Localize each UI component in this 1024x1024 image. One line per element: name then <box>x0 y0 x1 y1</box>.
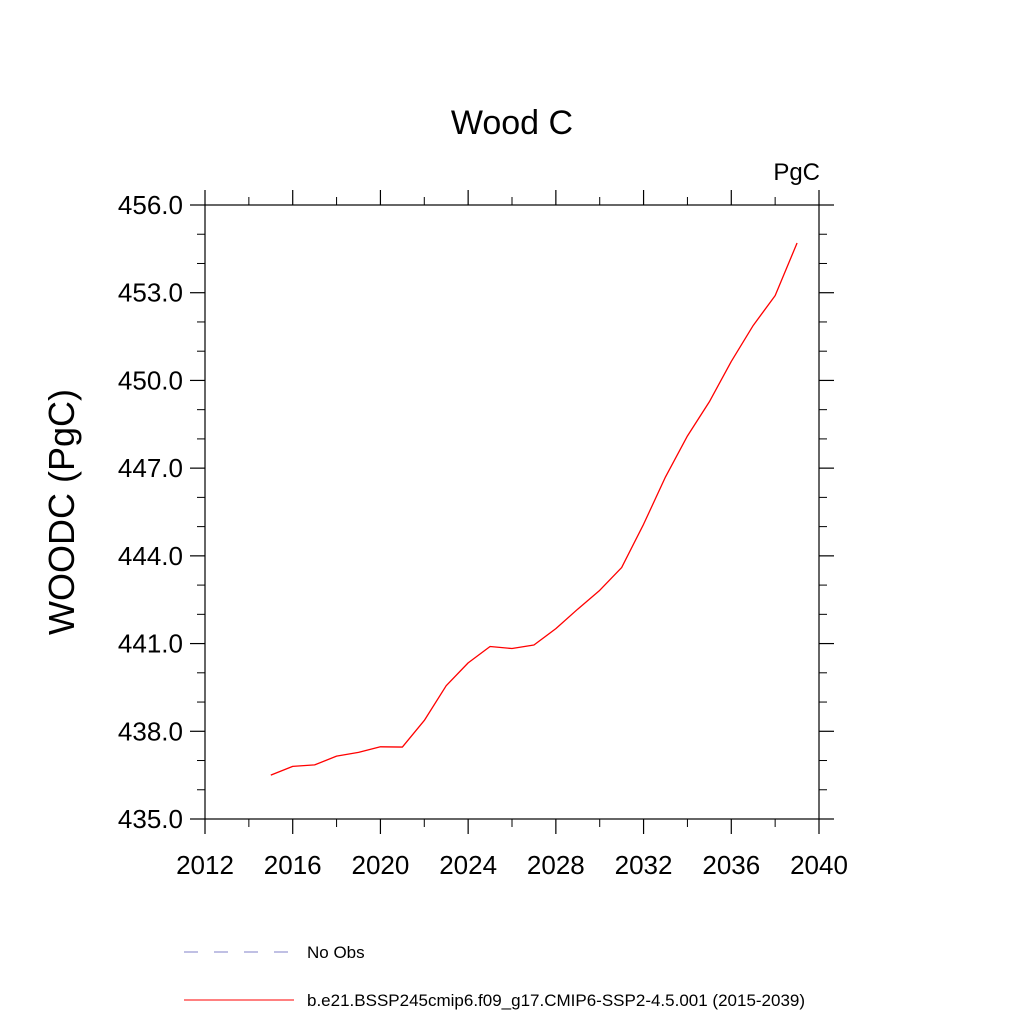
x-tick-label: 2016 <box>264 850 322 880</box>
x-tick-label: 2012 <box>176 850 234 880</box>
y-tick-label: 435.0 <box>118 804 183 834</box>
y-tick-label: 450.0 <box>118 365 183 395</box>
y-tick-label: 438.0 <box>118 716 183 746</box>
x-tick-label: 2028 <box>527 850 585 880</box>
units-label: PgC <box>773 159 820 186</box>
y-axis-label: WOODC (PgC) <box>41 389 82 635</box>
x-tick-label: 2024 <box>439 850 497 880</box>
x-tick-label: 2032 <box>615 850 673 880</box>
y-tick-label: 447.0 <box>118 453 183 483</box>
y-tick-label: 453.0 <box>118 278 183 308</box>
series-line <box>270 242 798 776</box>
y-tick-label: 441.0 <box>118 629 183 659</box>
chart-title: Wood C <box>451 104 573 142</box>
y-tick-label: 456.0 <box>118 190 183 220</box>
legend-label: No Obs <box>307 943 365 962</box>
legend-label: b.e21.BSSP245cmip6.f09_g17.CMIP6-SSP2-4.… <box>307 991 805 1010</box>
y-tick-label: 444.0 <box>118 541 183 571</box>
plot-frame <box>204 204 820 820</box>
x-tick-label: 2020 <box>352 850 410 880</box>
x-tick-label: 2040 <box>790 850 848 880</box>
x-tick-label: 2036 <box>702 850 760 880</box>
